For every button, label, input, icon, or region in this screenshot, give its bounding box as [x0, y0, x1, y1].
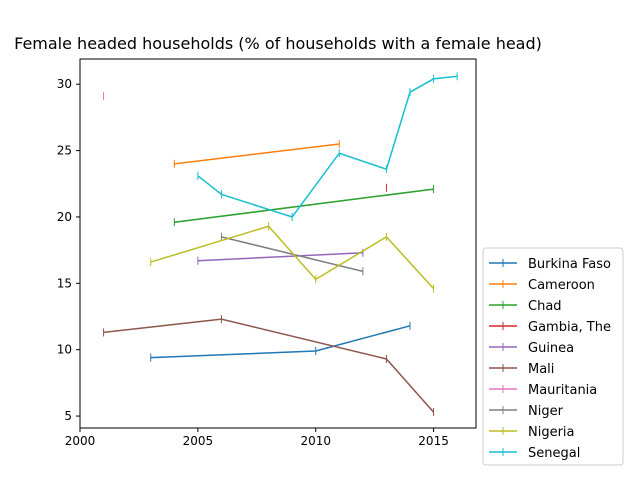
legend-label: Cameroon: [528, 278, 595, 293]
plot-frame: [79, 58, 477, 429]
legend-label: Gambia, The: [528, 320, 611, 335]
legend-label: Senegal: [528, 446, 580, 461]
series-5: [103, 315, 435, 417]
legend-item: Mali: [489, 362, 554, 377]
y-tick-label: 10: [57, 343, 72, 357]
series-8: [150, 222, 435, 293]
series-line: [174, 188, 434, 224]
legend-label: Burkina Faso: [528, 257, 611, 272]
x-tick-label: 2015: [418, 434, 449, 448]
x-tick-label: 2010: [300, 434, 331, 448]
series-0: [150, 321, 411, 362]
legend-item: Mauritania: [489, 383, 597, 398]
series-line: [150, 225, 435, 290]
series-line: [197, 75, 458, 218]
legend-item: Guinea: [489, 341, 574, 356]
series-1: [173, 139, 340, 168]
legend-box: [482, 247, 624, 466]
legend-item: Chad: [489, 299, 562, 314]
legend-label: Nigeria: [528, 425, 575, 440]
y-tick-label: 25: [57, 144, 72, 158]
legend-label: Niger: [528, 404, 564, 419]
legend: Burkina Faso Cameroon Chad Gambia, The Guine…: [482, 247, 624, 466]
series-line: [150, 325, 411, 359]
legend-item: Senegal: [489, 446, 580, 461]
legend-label: Mali: [528, 362, 554, 377]
y-axis: 5 10 15 20 25 30: [57, 77, 80, 423]
chart-title: Female headed households (% of household…: [14, 34, 542, 53]
y-tick-label: 30: [57, 77, 72, 91]
legend-item: Niger: [489, 404, 564, 419]
series-line: [174, 143, 340, 165]
plot-area: [79, 58, 477, 429]
y-tick-label: 15: [57, 276, 72, 290]
legend-item: Nigeria: [489, 425, 575, 440]
legend-label: Guinea: [528, 341, 574, 356]
x-axis: 2000 2005 2010 2015: [65, 428, 449, 448]
x-tick-label: 2000: [65, 434, 96, 448]
x-tick-label: 2005: [183, 434, 214, 448]
legend-item: Gambia, The: [489, 320, 611, 335]
series-4: [197, 248, 364, 265]
legend-label: Mauritania: [528, 383, 597, 398]
legend-label: Chad: [528, 299, 562, 314]
series-line: [103, 318, 435, 413]
legend-item: Burkina Faso: [489, 257, 611, 272]
y-tick-label: 20: [57, 210, 72, 224]
y-tick-label: 5: [64, 409, 72, 423]
series-2: [173, 185, 435, 227]
series-line: [197, 252, 363, 262]
legend-item: Cameroon: [489, 278, 595, 293]
series-9: [197, 72, 458, 221]
